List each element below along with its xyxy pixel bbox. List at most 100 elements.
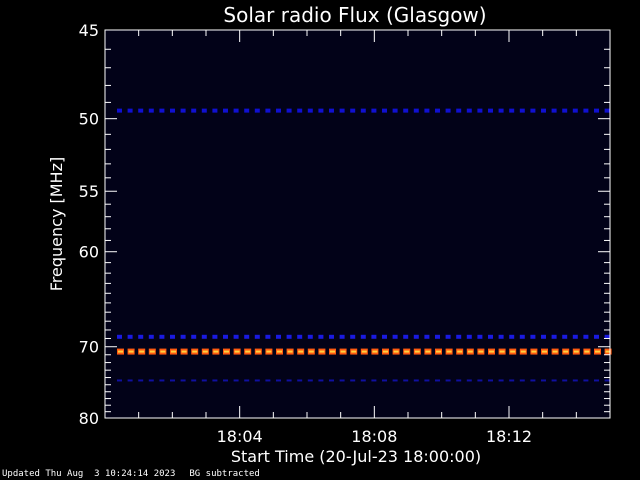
band-segment [392,379,398,382]
band-segment [318,108,324,113]
band-segment [572,108,578,113]
band-segment [138,379,144,382]
band-segment [191,379,197,382]
band-segment [604,334,610,339]
band-core [436,350,441,353]
band-segment [223,334,228,339]
band-segment [477,379,483,382]
band-core [351,350,357,353]
band-segment [265,379,271,382]
band-segment [403,334,409,339]
chart-title: Solar radio Flux (Glasgow) [223,3,486,27]
band-segment [551,334,557,339]
band-core [160,350,166,353]
band-segment [233,108,239,113]
footer: Updated Thu Aug 3 10:24:14 2023 BG subtra… [2,469,274,479]
band-core [520,350,526,353]
y-tick-label: 55 [79,182,99,201]
band-segment [233,334,239,339]
band-core [139,350,145,353]
band-core [319,350,325,353]
band-core [298,350,304,353]
y-tick-label: 60 [79,243,99,262]
band-segment [329,379,334,382]
band-segment [530,108,536,113]
band-segment [254,334,260,339]
band-core [563,350,569,353]
band-segment [445,379,451,382]
band-segment [297,334,303,339]
band-segment [339,334,345,339]
band-core [552,350,558,353]
band-core [149,350,155,353]
band-segment [466,379,472,382]
band-segment [127,108,133,113]
band-segment [159,379,165,382]
band-segment [551,379,557,382]
band-core [118,350,123,353]
band-segment [562,334,568,339]
band-core [393,350,399,353]
band-segment [371,108,377,113]
band-segment [551,108,557,113]
band-segment [488,379,493,382]
band-segment [413,108,419,113]
band-segment [583,379,589,382]
band-core [489,350,494,353]
band-segment [201,108,207,113]
band-segment [382,379,387,382]
band-segment [244,108,250,113]
band-segment [244,379,250,382]
updated-timestamp: Updated Thu Aug 3 10:24:14 2023 [2,469,176,479]
band-segment [127,334,133,339]
band-segment [212,379,218,382]
band-segment [413,379,419,382]
band-segment [138,334,144,339]
band-core [372,350,378,353]
band-core [181,350,187,353]
band-segment [148,108,154,113]
band-segment [382,334,387,339]
band-core [308,350,314,353]
band-segment [117,379,122,382]
band-segment [530,334,536,339]
band-segment [594,379,599,382]
band-segment [424,334,430,339]
band-segment [477,334,483,339]
band-segment [594,108,599,113]
band-segment [488,108,493,113]
band-segment [307,334,313,339]
band-segment [541,334,546,339]
band-segment [445,334,451,339]
band-segment [435,108,440,113]
band-segment [466,108,472,113]
emission-band-3 [117,379,610,382]
band-core [192,350,198,353]
x-tick-label: 18:12 [486,427,532,446]
band-segment [180,108,186,113]
band-segment [392,108,398,113]
band-segment [350,108,356,113]
emission-bands [117,108,612,382]
band-segment [594,334,599,339]
band-segment [445,108,451,113]
band-segment [276,108,281,113]
band-segment [435,334,440,339]
band-segment [519,379,525,382]
band-segment [307,108,313,113]
y-tick-label: 80 [79,409,99,428]
band-segment [604,379,610,382]
band-segment [180,334,186,339]
band-segment [350,379,356,382]
band-core [171,350,176,353]
band-segment [286,379,292,382]
band-segment [138,108,144,113]
band-core [277,350,282,353]
bg-note: BG subtracted [189,469,260,479]
band-segment [191,108,197,113]
band-segment [350,334,356,339]
band-segment [456,108,462,113]
band-segment [117,334,122,339]
band-segment [170,334,175,339]
